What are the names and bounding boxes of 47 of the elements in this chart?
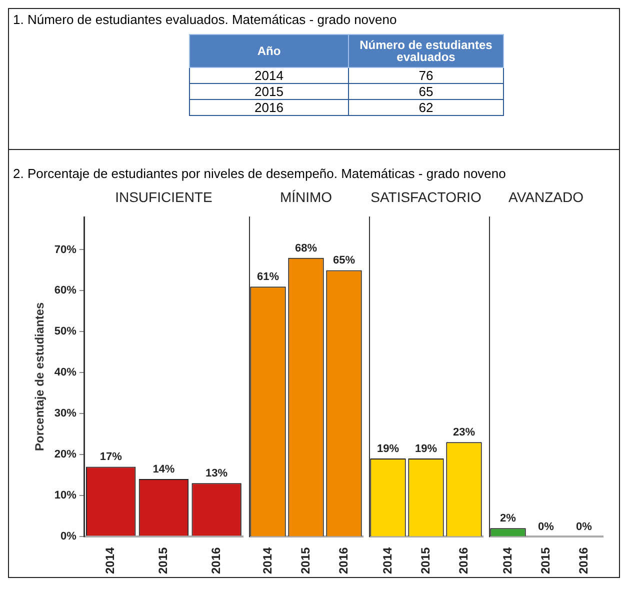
text: Número de estudiantes evaluados — [348, 34, 504, 68]
data-label: 23% — [452, 426, 476, 439]
category-label: 2016 — [190, 100, 348, 116]
x-tick-label: 2016 — [576, 546, 590, 574]
data-label: 68% — [294, 242, 318, 254]
x-tick-label: 2015 — [298, 546, 312, 574]
y-tick-label: 60% — [54, 284, 77, 297]
y-tick-label: 20% — [54, 448, 77, 460]
data-label: 13% — [206, 468, 228, 480]
chart-title: 2. Porcentaje de estudiantes por niveles de desempeño. Matemáticas - grado noveno — [12, 165, 507, 183]
data-label: 65% — [332, 254, 356, 267]
x-tick-label: 2015 — [156, 546, 170, 574]
data-label: 19% — [414, 443, 438, 456]
data-label: 0% — [576, 520, 592, 533]
chart-subtitle: AVANZADO — [508, 188, 584, 205]
text: 1. Número de estudiantes evaluados. Matemáticas - grado noveno — [12, 11, 398, 29]
chart-subtitle: MÍNIMO — [280, 188, 332, 205]
x-tick-label: 2014 — [500, 546, 514, 574]
data-label: 61% — [256, 271, 280, 284]
x-tick-label: 2015 — [538, 546, 552, 574]
text: Año — [190, 34, 348, 68]
x-tick-label: 2015 — [418, 546, 432, 574]
y-tick-label: 70% — [54, 244, 77, 256]
data-label: 14% — [152, 464, 175, 476]
y-tick-label: 30% — [54, 408, 77, 420]
x-tick-label: 2014 — [380, 546, 394, 574]
y-tick-label: 10% — [54, 489, 77, 502]
x-tick-label: 2016 — [208, 546, 223, 574]
data-label: 19% — [376, 443, 400, 456]
chart-subtitle: INSUFICIENTE — [115, 188, 212, 205]
category-label: 2014 — [190, 68, 348, 84]
data-label: 76 — [348, 68, 504, 84]
y-axis-title: Porcentaje de estudiantes — [32, 302, 47, 452]
data-label: 17% — [100, 451, 122, 464]
x-tick-label: 2016 — [336, 546, 350, 574]
y-tick-label: 0% — [60, 530, 77, 542]
data-label: 65 — [348, 84, 504, 100]
category-label: 2015 — [190, 84, 348, 100]
x-tick-label: 2016 — [456, 546, 470, 574]
x-tick-label: 2014 — [260, 546, 274, 574]
x-tick-label: 2014 — [103, 546, 118, 574]
data-label: 2% — [500, 512, 516, 525]
data-label: 0% — [538, 520, 554, 533]
y-tick-label: 40% — [54, 366, 77, 379]
chart-subtitle: SATISFACTORIO — [370, 188, 482, 205]
y-tick-label: 50% — [54, 326, 77, 338]
data-label: 62 — [348, 100, 504, 116]
